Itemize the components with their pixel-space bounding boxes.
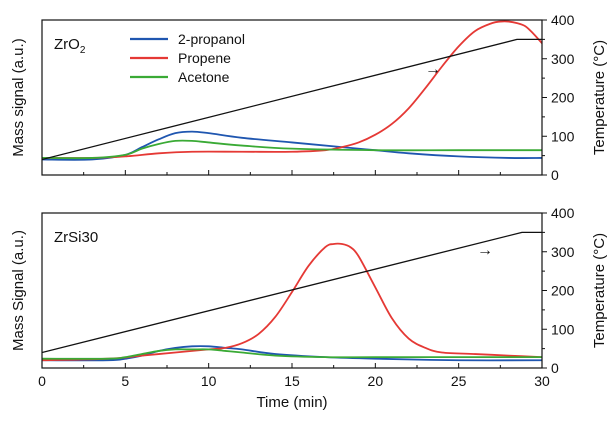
- y2-axis-title: Temperature (°C): [591, 40, 608, 155]
- y2-axis-title: Temperature (°C): [591, 233, 608, 348]
- arrow-right-icon: →: [477, 242, 493, 259]
- series-line-2-propanol: [42, 345, 542, 362]
- y-axis-title: Mass signal (a.u.): [10, 38, 27, 156]
- y2-tick-label: 200: [551, 90, 575, 106]
- y2-tick-label: 400: [551, 205, 575, 221]
- series-line-acetone: [42, 348, 542, 360]
- y2-tick-label: 100: [551, 128, 575, 144]
- legend-label-propene: Propene: [178, 50, 231, 66]
- series-line-temperature: [42, 38, 542, 161]
- arrow-right-icon: →: [425, 61, 441, 78]
- x-tick-label: 5: [121, 373, 129, 389]
- x-tick-label: 30: [534, 373, 550, 389]
- panel-label-text: ZrO: [54, 36, 80, 53]
- panel-label: ZrSi30: [54, 229, 98, 246]
- y2-tick-label: 300: [551, 51, 575, 67]
- series-line-acetone: [42, 139, 542, 160]
- y2-tick-label: 0: [551, 360, 559, 376]
- x-tick-label: 25: [451, 373, 467, 389]
- legend-label-2-propanol: 2-propanol: [178, 31, 245, 47]
- y2-tick-label: 300: [551, 244, 575, 260]
- series-line-temperature: [42, 231, 542, 354]
- y2-tick-label: 100: [551, 321, 575, 337]
- panel-label-text: ZrSi30: [54, 229, 98, 246]
- x-tick-label: 0: [38, 373, 46, 389]
- y2-tick-label: 0: [551, 167, 559, 183]
- x-tick-label: 10: [201, 373, 217, 389]
- x-tick-label: 20: [368, 373, 384, 389]
- x-tick-label: 15: [284, 373, 300, 389]
- y2-tick-label: 200: [551, 283, 575, 299]
- series-line-propene: [42, 242, 542, 362]
- top-panel: 0 100 200 300 400 Mass signal (a.u.) Temperatu…: [10, 12, 608, 183]
- panel-label-subscript: 2: [80, 45, 86, 56]
- y2-tick-label: 400: [551, 12, 575, 28]
- y-axis-title: Mass Signal (a.u.): [10, 230, 27, 351]
- x-axis-title: Time (min): [256, 394, 327, 411]
- panel-label: ZrO2: [54, 36, 86, 56]
- series-line-propene: [42, 20, 542, 159]
- legend-label-acetone: Acetone: [178, 69, 230, 85]
